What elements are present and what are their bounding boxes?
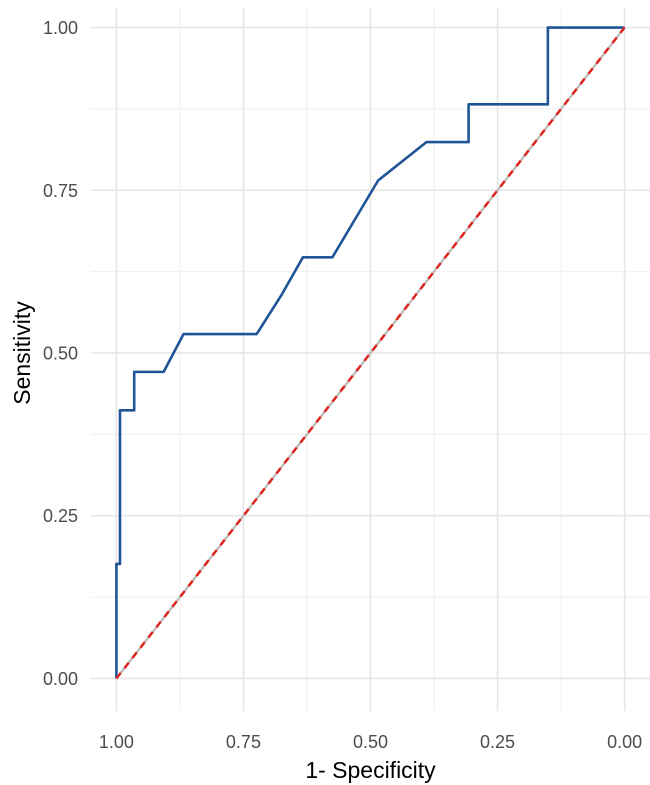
roc-curve-line (115, 26, 625, 679)
x-tick-label: 0.00 (607, 732, 642, 752)
y-tick-label: 0.75 (43, 181, 78, 201)
x-tick-label: 0.75 (226, 732, 261, 752)
y-tick-label: 1.00 (43, 18, 78, 38)
y-axis-title: Sensitivity (9, 301, 35, 405)
y-tick-label: 0.50 (43, 343, 78, 363)
reference-diagonal-line (115, 26, 626, 680)
series-layer (115, 26, 626, 680)
x-tick-label: 1.00 (99, 732, 134, 752)
tick-label-layer: 1.00 0.75 0.50 0.25 0.00 0.00 0.25 0.50 0.75 1.00 (43, 18, 642, 752)
x-axis-title: 1- Specificity (305, 757, 436, 783)
x-tick-label: 0.50 (353, 732, 388, 752)
grid-layer (91, 8, 650, 711)
y-tick-label: 0.00 (43, 669, 78, 689)
x-tick-label: 0.25 (480, 732, 515, 752)
y-tick-label: 0.25 (43, 506, 78, 526)
